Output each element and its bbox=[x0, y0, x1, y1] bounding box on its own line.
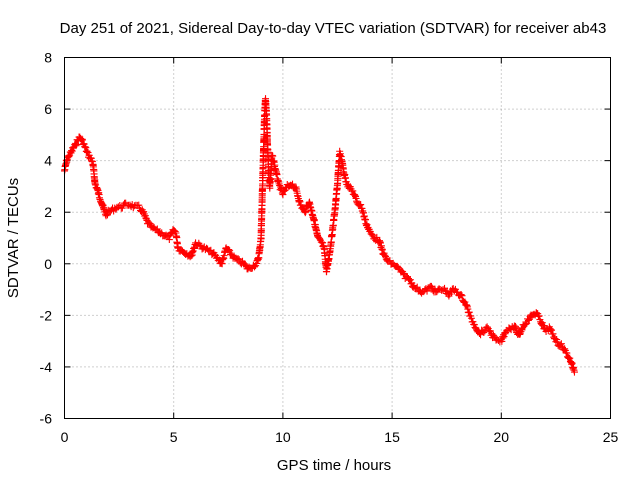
data-point bbox=[114, 203, 122, 211]
data-point bbox=[167, 230, 175, 238]
data-point bbox=[289, 180, 297, 188]
data-point bbox=[570, 368, 578, 376]
data-point bbox=[549, 330, 557, 338]
data-point bbox=[399, 268, 407, 276]
data-point bbox=[226, 247, 234, 255]
x-tick-label: 0 bbox=[61, 429, 69, 445]
data-point bbox=[566, 354, 574, 362]
data-point bbox=[241, 261, 249, 269]
data-point bbox=[524, 316, 532, 324]
chart-title: Day 251 of 2021, Sidereal Day-to-day VTE… bbox=[60, 20, 607, 37]
data-point bbox=[410, 281, 418, 289]
data-point bbox=[399, 269, 407, 277]
data-point bbox=[344, 181, 352, 189]
x-tick-label: 20 bbox=[494, 429, 510, 445]
data-point bbox=[279, 191, 287, 199]
data-point bbox=[316, 235, 324, 243]
grid-lines bbox=[64, 57, 611, 419]
data-point bbox=[381, 251, 389, 259]
data-point bbox=[563, 349, 571, 357]
x-axis-label: GPS time / hours bbox=[277, 457, 391, 474]
x-tick-label: 10 bbox=[275, 429, 291, 445]
y-tick-label: 6 bbox=[44, 101, 52, 117]
y-tick-label: -4 bbox=[40, 359, 53, 375]
data-point bbox=[118, 204, 126, 212]
data-point bbox=[458, 292, 466, 300]
y-tick-label: -6 bbox=[40, 411, 53, 427]
data-point bbox=[135, 201, 143, 209]
data-point bbox=[551, 335, 559, 343]
y-tick-label: -2 bbox=[40, 307, 53, 323]
data-point bbox=[467, 314, 475, 322]
data-point bbox=[564, 353, 572, 361]
data-point bbox=[357, 201, 365, 209]
data-point bbox=[369, 232, 377, 240]
data-point bbox=[548, 326, 556, 334]
data-point bbox=[165, 236, 173, 244]
y-axis-label: SDTVAR / TECUs bbox=[5, 178, 22, 298]
data-point bbox=[494, 337, 502, 345]
data-point bbox=[525, 315, 533, 323]
data-point bbox=[144, 218, 152, 226]
data-point bbox=[546, 325, 554, 333]
data-point bbox=[561, 345, 569, 353]
data-point bbox=[457, 291, 465, 299]
data-point bbox=[225, 246, 233, 254]
axis-ticks bbox=[64, 57, 611, 419]
plot-frame bbox=[64, 57, 611, 419]
data-point bbox=[171, 227, 179, 235]
y-tick-label: 8 bbox=[44, 50, 52, 66]
data-point bbox=[522, 320, 530, 328]
data-point bbox=[196, 241, 204, 249]
data-point bbox=[280, 187, 288, 195]
data-points bbox=[61, 95, 578, 376]
data-point bbox=[480, 329, 488, 337]
x-tick-labels: 0 5 10 15 20 25 bbox=[61, 429, 619, 445]
y-tick-label: 4 bbox=[44, 153, 52, 169]
data-point bbox=[532, 309, 540, 317]
y-tick-label: 2 bbox=[44, 204, 52, 220]
x-tick-label: 15 bbox=[384, 429, 400, 445]
data-point bbox=[235, 256, 243, 264]
data-point bbox=[103, 211, 111, 219]
y-tick-labels: -6 -4 -2 0 2 4 6 8 bbox=[40, 50, 53, 427]
y-tick-label: 0 bbox=[44, 256, 52, 272]
data-point bbox=[483, 323, 491, 331]
data-point bbox=[535, 312, 543, 320]
data-point bbox=[368, 231, 376, 239]
x-tick-label: 25 bbox=[603, 429, 619, 445]
data-point bbox=[234, 255, 242, 263]
x-tick-label: 5 bbox=[170, 429, 178, 445]
data-point bbox=[413, 283, 421, 291]
data-point bbox=[406, 276, 414, 284]
data-point bbox=[459, 297, 467, 305]
data-point bbox=[557, 340, 565, 348]
data-point bbox=[65, 153, 73, 161]
data-point bbox=[523, 319, 531, 327]
